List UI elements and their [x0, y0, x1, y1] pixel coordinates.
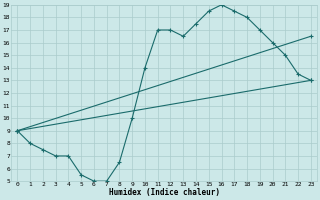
- X-axis label: Humidex (Indice chaleur): Humidex (Indice chaleur): [108, 188, 220, 197]
